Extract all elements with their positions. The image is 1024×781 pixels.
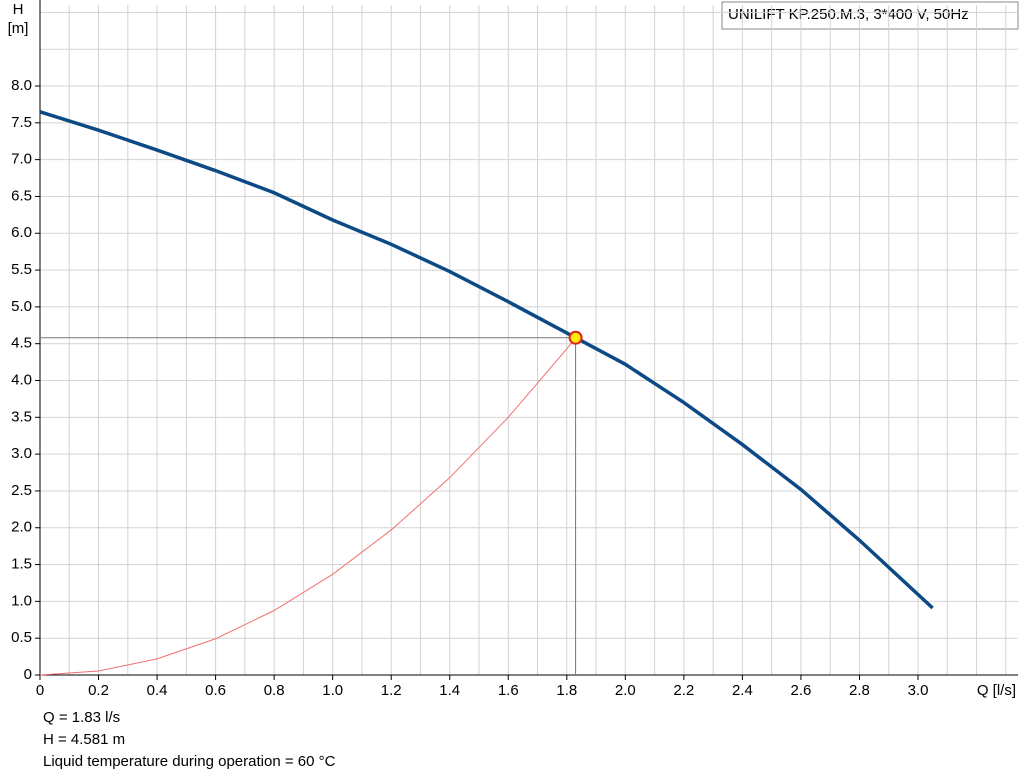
- curve: [39, 110, 934, 610]
- y-tick-label: 2.0: [11, 519, 32, 536]
- y-tick-label: 0.5: [11, 629, 32, 646]
- y-tick-label: 4.0: [11, 371, 32, 388]
- x-tick-label: 1.4: [439, 682, 460, 699]
- info-line: Liquid temperature during operation = 60…: [43, 753, 336, 770]
- x-tick-label: 1.0: [322, 682, 343, 699]
- y-axis-unit: [m]: [8, 20, 29, 37]
- x-tick-label: 2.8: [849, 682, 870, 699]
- y-tick-label: 3.5: [11, 408, 32, 425]
- y-tick-label: 5.0: [11, 298, 32, 315]
- x-tick-label: 0.2: [88, 682, 109, 699]
- x-tick-label: 2.2: [673, 682, 694, 699]
- x-tick-label: 2.0: [615, 682, 636, 699]
- y-tick-label: 6.5: [11, 187, 32, 204]
- x-axis-label: Q [l/s]: [977, 682, 1016, 699]
- x-tick-label: 1.2: [381, 682, 402, 699]
- y-tick-label: 3.0: [11, 445, 32, 462]
- y-tick-label: 7.5: [11, 114, 32, 131]
- chart-title: UNILIFT KP.250.M.3, 3*400 V, 50Hz: [728, 6, 969, 23]
- y-tick-label: 5.5: [11, 261, 32, 278]
- info-line: Q = 1.83 l/s: [43, 709, 120, 726]
- y-tick-label: 4.5: [11, 335, 32, 352]
- x-tick-label: 1.8: [556, 682, 577, 699]
- x-tick-label: 2.6: [791, 682, 812, 699]
- x-tick-label: 0.4: [147, 682, 168, 699]
- y-tick-label: 6.0: [11, 224, 32, 241]
- y-axis-label: H: [13, 1, 24, 18]
- y-tick-label: 1.5: [11, 556, 32, 573]
- y-tick-label: 7.0: [11, 151, 32, 168]
- y-tick-label: 0: [24, 666, 32, 683]
- y-tick-label: 2.5: [11, 482, 32, 499]
- info-line: H = 4.581 m: [43, 731, 125, 748]
- x-tick-label: 1.6: [498, 682, 519, 699]
- y-tick-label: 8.0: [11, 77, 32, 94]
- x-tick-label: 3.0: [908, 682, 929, 699]
- x-tick-label: 0.8: [264, 682, 285, 699]
- x-tick-label: 0.6: [205, 682, 226, 699]
- operating-point: [568, 330, 583, 345]
- y-tick-label: 1.0: [11, 592, 32, 609]
- x-tick-label: 0: [36, 682, 44, 699]
- curve: [39, 337, 576, 676]
- x-tick-label: 2.4: [732, 682, 753, 699]
